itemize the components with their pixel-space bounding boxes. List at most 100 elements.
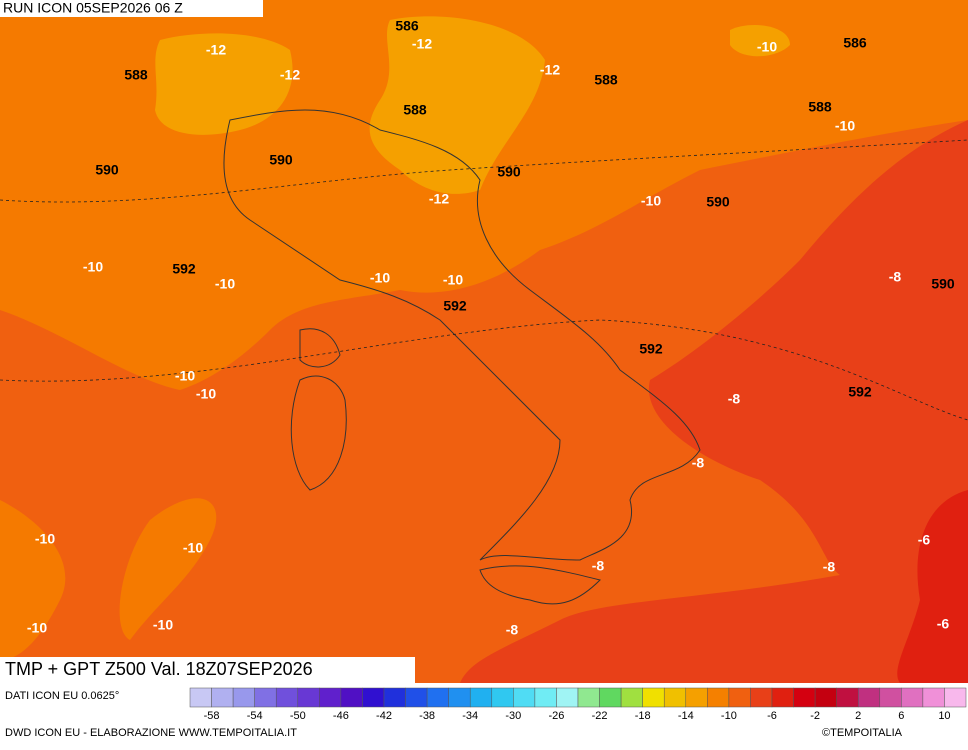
colorbar-swatch — [922, 687, 945, 708]
colorbar-swatch — [275, 687, 299, 708]
colorbar-tick-label: -58 — [204, 710, 220, 722]
contour-label: -10 — [83, 259, 103, 275]
colorbar-tick-label: -38 — [419, 710, 435, 722]
colorbar-swatch — [254, 687, 277, 708]
colorbar-tick-label: -34 — [462, 710, 478, 722]
colorbar-tick-label: -18 — [635, 710, 651, 722]
temperature-zone — [730, 25, 790, 57]
colorbar-tick-label: -42 — [376, 710, 392, 722]
contour-label: -10 — [175, 368, 195, 384]
contour-label: -12 — [280, 67, 300, 83]
contour-label: -10 — [835, 118, 855, 134]
contour-label: 590 — [706, 194, 730, 210]
contour-label: -12 — [206, 42, 226, 58]
colorbar-swatch — [383, 687, 406, 708]
contour-label: -10 — [27, 620, 47, 636]
header-box — [0, 0, 263, 17]
colorbar-swatch — [362, 687, 385, 708]
title-box — [0, 657, 415, 683]
colorbar-swatch — [513, 687, 536, 708]
contour-label: -10 — [370, 270, 390, 286]
contour-label: -10 — [35, 531, 55, 547]
colorbar-swatch — [448, 687, 471, 708]
colorbar-swatch — [297, 687, 320, 708]
colorbar-tick-label: 2 — [855, 710, 861, 722]
colorbar-tick-label: 6 — [898, 710, 904, 722]
credit: DWD ICON EU - ELABORAZIONE WWW.TEMPOITAL… — [5, 727, 297, 739]
colorbar-swatch — [857, 687, 881, 708]
colorbar-swatch — [642, 687, 665, 708]
contour-label: -8 — [728, 391, 741, 407]
colorbar-swatch — [534, 687, 557, 708]
colorbar-swatch — [620, 687, 643, 708]
contour-label: -6 — [918, 532, 931, 548]
colorbar-swatch — [685, 687, 708, 708]
colorbar-swatch — [836, 687, 859, 708]
colorbar-tick-label: 10 — [938, 710, 950, 722]
contour-label: -10 — [196, 386, 216, 402]
contour-label: -8 — [692, 455, 705, 471]
colorbar-swatch — [556, 687, 579, 708]
brand: ©TEMPOITALIA — [822, 727, 903, 739]
colorbar-tick-label: -6 — [767, 710, 777, 722]
coastline — [223, 109, 701, 561]
contour-label: -10 — [641, 193, 661, 209]
colorbar-swatch — [599, 687, 622, 708]
colorbar-swatch — [814, 687, 837, 708]
contour-label: -8 — [592, 558, 605, 574]
run-label: RUN ICON 05SEP2026 06 Z — [3, 0, 183, 16]
contour-label: 588 — [124, 67, 148, 83]
colorbar-tick-label: -10 — [721, 710, 737, 722]
colorbar-swatch — [728, 687, 751, 708]
colorbar-tick-label: -22 — [592, 710, 608, 722]
contour-label: 586 — [843, 35, 867, 51]
colorbar-swatch — [211, 687, 234, 708]
colorbar-tick-label: -26 — [548, 710, 564, 722]
colorbar-tick-label: -2 — [810, 710, 820, 722]
colorbar-swatch — [232, 687, 255, 708]
map-title: TMP + GPT Z500 Val. 18Z07SEP2026 — [5, 659, 313, 679]
colorbar-swatch — [879, 687, 902, 708]
colorbar-swatch — [901, 687, 924, 708]
colorbar-swatch — [577, 687, 600, 708]
temperature-zone — [155, 33, 293, 135]
contour-label: 592 — [172, 261, 196, 277]
temperature-zone — [460, 120, 968, 683]
contour-label: -12 — [429, 191, 449, 207]
contour-label: 590 — [95, 162, 119, 178]
contour-label: 588 — [808, 99, 832, 115]
contour-label: 590 — [931, 276, 955, 292]
colorbar-tick-label: -54 — [247, 710, 263, 722]
contour-label: 588 — [594, 72, 618, 88]
colorbar-swatch — [189, 687, 212, 708]
colorbar-swatch — [793, 687, 816, 708]
contour-label: 586 — [395, 18, 419, 34]
contour-label: -6 — [937, 616, 950, 632]
contour-label: 590 — [269, 152, 293, 168]
colorbar-swatch — [750, 687, 773, 708]
colorbar-swatch — [469, 687, 493, 708]
contour-label: 588 — [403, 102, 427, 118]
temperature-zone — [369, 16, 545, 194]
contour-label: 590 — [497, 164, 521, 180]
colorbar-swatch — [426, 687, 449, 708]
colorbar-swatch — [771, 687, 794, 708]
contour-label: 592 — [848, 384, 872, 400]
contour-label: -12 — [412, 36, 432, 52]
contour-label: -10 — [757, 39, 777, 55]
contour-label: 592 — [443, 298, 467, 314]
contour-label: -12 — [540, 62, 560, 78]
contour-label: -10 — [183, 540, 203, 556]
isohypse — [0, 139, 968, 421]
colorbar-swatch — [663, 687, 687, 708]
contour-label: -10 — [215, 276, 235, 292]
colorbar-tick-label: -46 — [333, 710, 349, 722]
colorbar-swatch — [944, 687, 967, 708]
contour-label: 592 — [639, 341, 663, 357]
colorbar-swatch — [319, 687, 342, 708]
coastline — [290, 328, 601, 605]
contour-label: -8 — [506, 622, 519, 638]
contour-label: -8 — [823, 559, 836, 575]
